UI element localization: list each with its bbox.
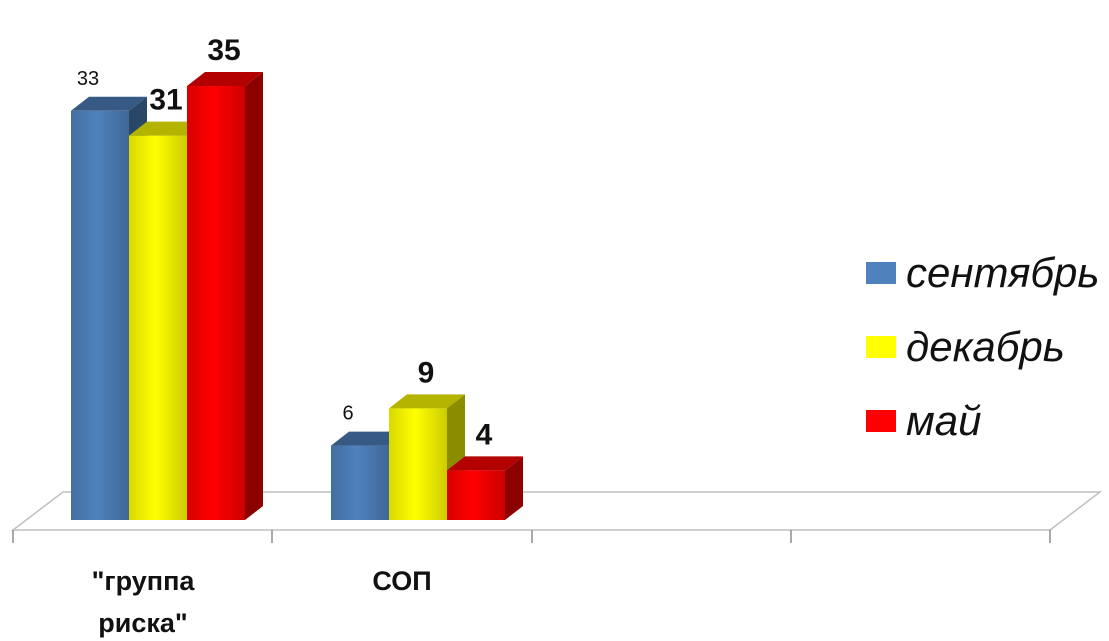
data-label: 31 <box>149 84 182 117</box>
category-label: СОП <box>372 566 431 596</box>
legend-label: май <box>906 397 982 444</box>
bar-top <box>389 394 465 409</box>
legend-label: декабрь <box>906 323 1065 370</box>
bar-side <box>245 72 263 520</box>
legend-item-september: сентябрь <box>866 236 1100 310</box>
bar-front <box>129 135 187 520</box>
bar-side <box>505 456 523 520</box>
data-label: 33 <box>77 68 99 90</box>
bar-front <box>71 110 129 521</box>
bar-top <box>187 72 263 86</box>
bar-front <box>187 86 245 520</box>
bar-front <box>389 408 447 520</box>
legend-swatch <box>866 410 896 432</box>
bar-top <box>129 121 205 136</box>
x-axis <box>12 530 1051 543</box>
chart-floor <box>10 491 1103 531</box>
bar-top <box>331 431 407 446</box>
legend-label: сентябрь <box>906 249 1100 296</box>
bar-front <box>331 445 389 520</box>
data-label: 4 <box>476 418 493 451</box>
legend-swatch <box>866 336 896 358</box>
category-label: "группа риска" <box>92 566 196 638</box>
bar <box>187 72 263 520</box>
bar-top <box>71 96 147 111</box>
data-label: 35 <box>207 34 240 67</box>
data-labels: 33 31 35 6 9 4 <box>77 34 493 451</box>
legend-item-may: май <box>866 384 1100 458</box>
bar-front <box>447 470 505 520</box>
bar-top <box>447 456 523 471</box>
floor-plane <box>10 491 1103 531</box>
legend: сентябрь декабрь май <box>866 236 1100 458</box>
category-labels: "группа риска" СОП <box>92 566 432 638</box>
bars <box>71 72 523 521</box>
data-label: 9 <box>418 356 435 389</box>
bar <box>447 456 523 520</box>
legend-item-december: декабрь <box>866 310 1100 384</box>
bar <box>389 394 465 520</box>
data-label: 6 <box>342 403 353 425</box>
legend-swatch <box>866 262 896 284</box>
